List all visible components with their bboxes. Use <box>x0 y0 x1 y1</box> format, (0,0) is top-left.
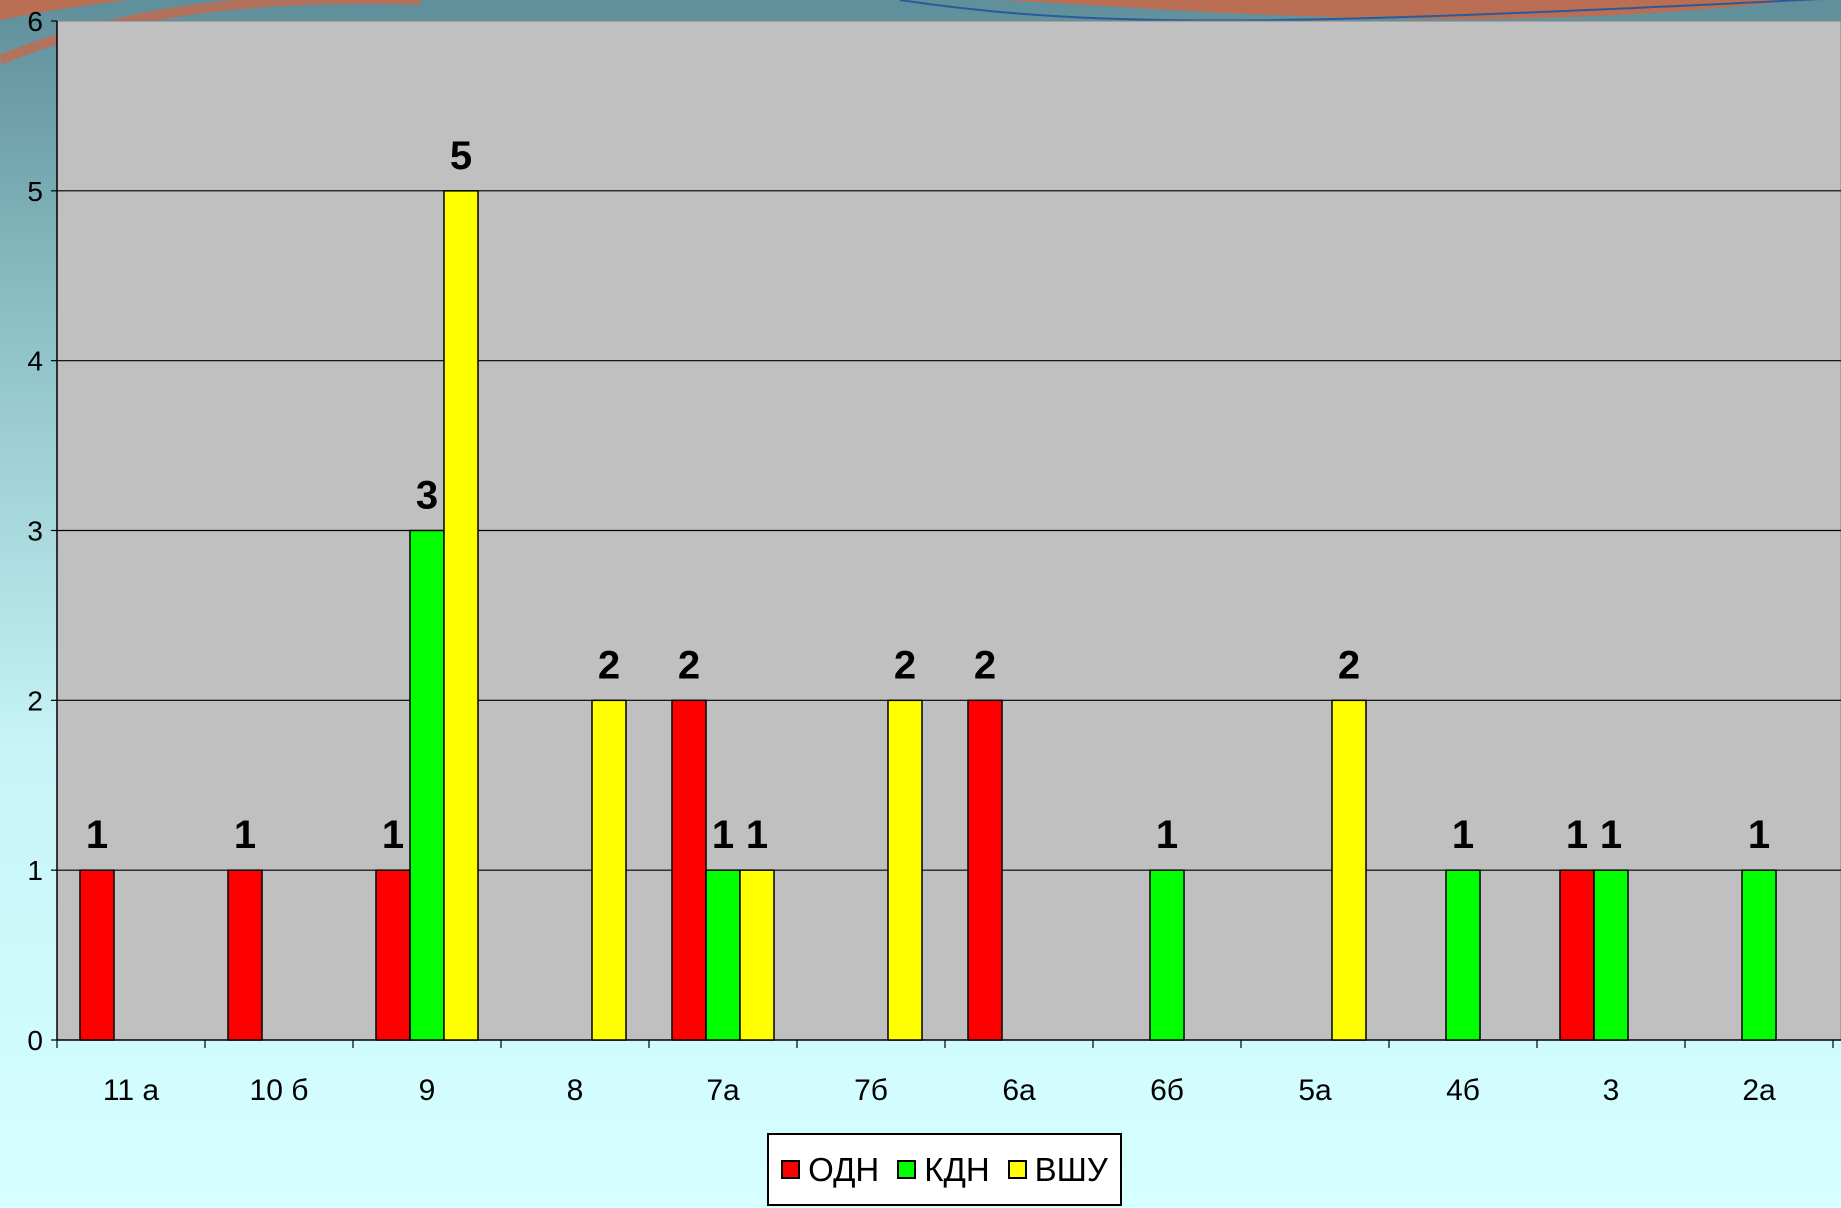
x-tick-label: 11 а <box>103 1074 159 1107</box>
data-label: 1 <box>234 813 256 857</box>
gridlines <box>57 190 1841 871</box>
bar <box>1149 869 1185 1041</box>
legend-swatch-odn <box>781 1160 801 1179</box>
x-axis: 11 а 10 б 9 8 7а 7б 6а 6б 5а 4б 3 2а <box>56 1039 1841 1107</box>
legend-swatch-vshu <box>1007 1160 1027 1179</box>
data-label: 1 <box>1156 813 1178 857</box>
data-label: 5 <box>450 134 472 178</box>
y-tick-label: 1 <box>27 855 43 886</box>
bar <box>887 699 923 1041</box>
bar <box>375 869 411 1041</box>
data-label: 2 <box>974 643 996 687</box>
x-tick-label: 7б <box>854 1074 888 1107</box>
data-label: 3 <box>416 474 438 518</box>
legend-swatch-kdn <box>897 1160 917 1179</box>
bar <box>591 699 627 1041</box>
data-label: 1 <box>382 813 404 857</box>
bar <box>1559 869 1595 1041</box>
x-tick-label: 6а <box>1002 1074 1036 1107</box>
y-tick-label: 2 <box>27 685 43 716</box>
y-tick-label: 6 <box>27 6 43 37</box>
legend-label-kdn: КДН <box>924 1150 990 1188</box>
y-tick-label: 4 <box>27 346 43 377</box>
background-decoration <box>0 0 1841 65</box>
legend-label-vshu: ВШУ <box>1034 1150 1108 1188</box>
data-label: 2 <box>598 643 620 687</box>
y-axis: 0 1 2 3 4 5 6 <box>27 6 58 1056</box>
x-tick-label: 3 <box>1603 1074 1620 1107</box>
x-tick-label: 5а <box>1298 1074 1332 1107</box>
bar <box>227 869 263 1041</box>
data-label: 1 <box>746 813 768 857</box>
legend: ОДН КДН ВШУ <box>767 1133 1122 1206</box>
bar <box>1593 869 1629 1041</box>
bar <box>967 699 1003 1041</box>
x-tick-label: 8 <box>567 1074 584 1107</box>
y-tick-label: 5 <box>27 176 43 207</box>
bar <box>705 869 741 1041</box>
data-label: 2 <box>678 643 700 687</box>
bar <box>1445 869 1481 1041</box>
x-tick-label: 9 <box>419 1074 436 1107</box>
y-tick-label: 3 <box>27 516 43 547</box>
bars <box>79 190 1777 1041</box>
legend-item-kdn: КДН <box>897 1150 990 1189</box>
x-tick-label: 6б <box>1150 1074 1184 1107</box>
data-label: 2 <box>894 643 916 687</box>
bar <box>1741 869 1777 1041</box>
legend-item-vshu: ВШУ <box>1007 1150 1108 1189</box>
data-label: 1 <box>1600 813 1622 857</box>
legend-label-odn: ОДН <box>808 1150 880 1188</box>
y-tick-label: 0 <box>27 1025 43 1056</box>
data-label: 1 <box>1748 813 1770 857</box>
x-tick-label: 4б <box>1446 1074 1480 1107</box>
bar <box>1331 699 1367 1041</box>
data-label: 2 <box>1338 643 1360 687</box>
bar <box>443 190 479 1041</box>
x-tick-label: 2а <box>1742 1074 1776 1107</box>
x-tick-label: 7а <box>706 1074 740 1107</box>
legend-item-odn: ОДН <box>781 1151 879 1189</box>
bar <box>79 869 115 1041</box>
bar <box>671 699 707 1041</box>
bar <box>739 869 775 1041</box>
x-tick-label: 10 б <box>250 1074 309 1107</box>
data-label: 1 <box>1452 813 1474 857</box>
bar <box>409 529 445 1041</box>
data-label: 1 <box>1566 813 1588 857</box>
data-label: 1 <box>86 813 108 857</box>
data-label: 1 <box>712 813 734 857</box>
